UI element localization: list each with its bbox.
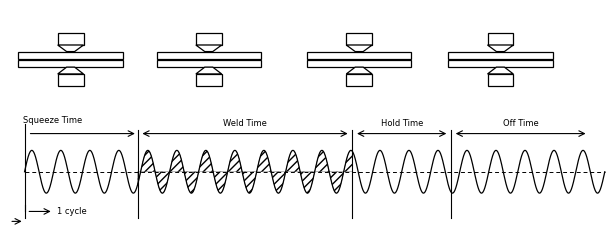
Polygon shape — [346, 67, 372, 74]
Bar — [157, 52, 261, 59]
Bar — [448, 52, 553, 59]
Bar — [58, 33, 84, 45]
Text: Off Time: Off Time — [503, 119, 538, 128]
Text: Hold Time: Hold Time — [381, 119, 423, 128]
Bar — [18, 60, 123, 67]
Polygon shape — [488, 67, 513, 74]
Bar — [307, 60, 411, 67]
Bar — [18, 52, 123, 59]
Polygon shape — [346, 45, 372, 52]
Text: 1 cycle: 1 cycle — [56, 207, 87, 216]
Text: Weld Time: Weld Time — [223, 119, 267, 128]
Bar — [448, 60, 553, 67]
Polygon shape — [488, 45, 513, 52]
Polygon shape — [58, 67, 84, 74]
Bar — [157, 60, 261, 67]
Bar — [346, 33, 372, 45]
Bar — [346, 74, 372, 86]
Bar — [196, 74, 222, 86]
Bar — [58, 74, 84, 86]
Bar — [196, 33, 222, 45]
Polygon shape — [58, 45, 84, 52]
Bar — [488, 74, 513, 86]
Polygon shape — [196, 45, 222, 52]
Bar — [488, 33, 513, 45]
Bar — [307, 52, 411, 59]
Polygon shape — [196, 67, 222, 74]
Text: Squeeze Time: Squeeze Time — [23, 116, 82, 125]
